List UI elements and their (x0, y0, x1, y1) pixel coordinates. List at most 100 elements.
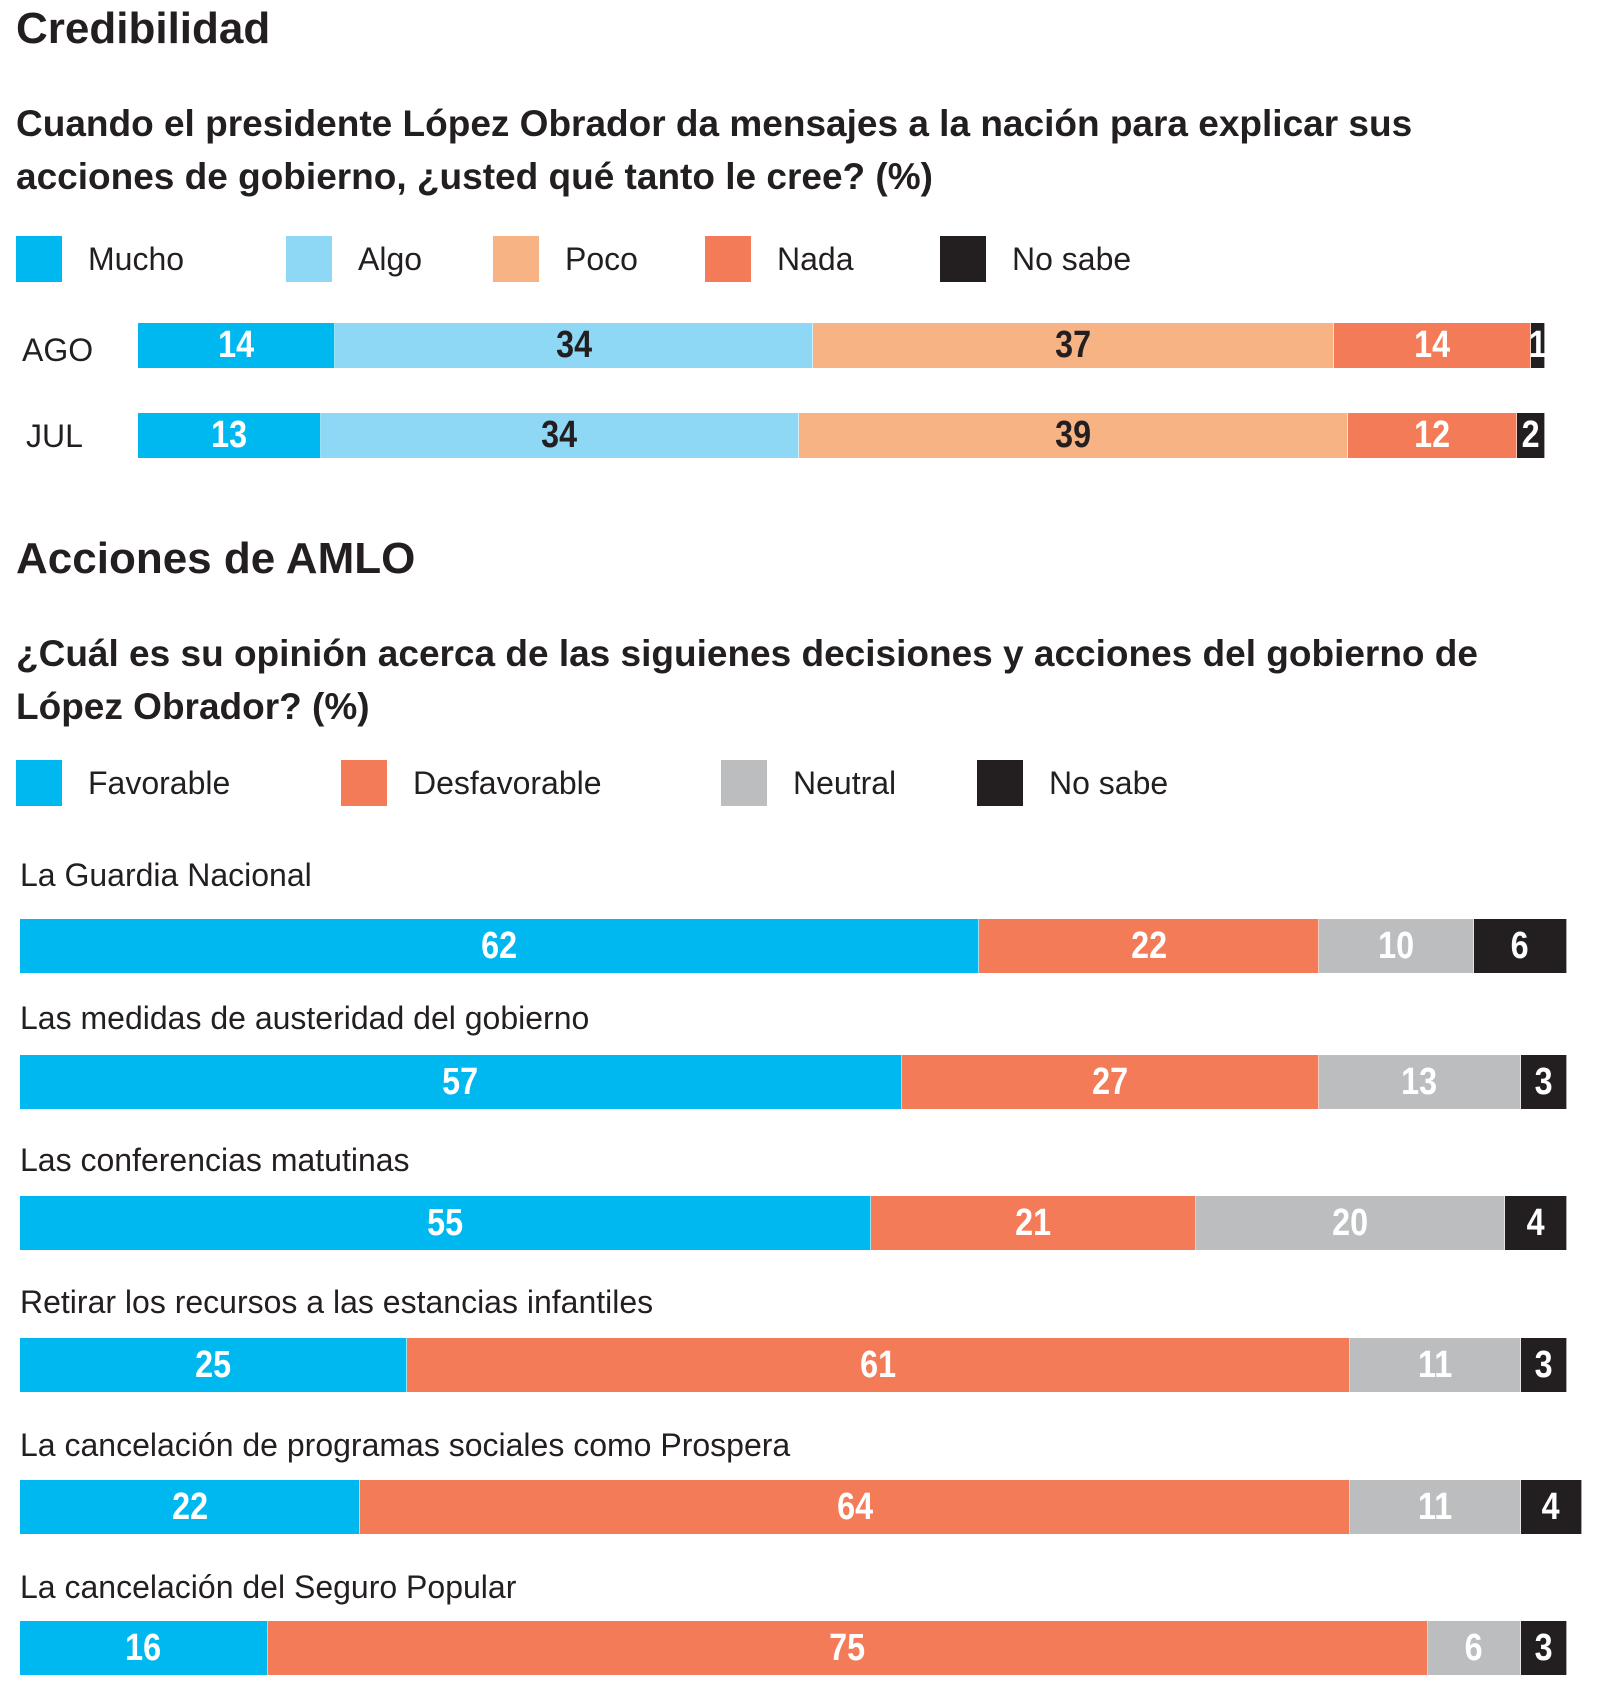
legend-swatch (16, 760, 62, 806)
data-label: 27 (1092, 1060, 1129, 1103)
section1-title: Credibilidad (16, 4, 271, 53)
data-label: 22 (1130, 924, 1167, 967)
category-label: AGO (22, 332, 94, 368)
data-label: 61 (860, 1343, 897, 1386)
bar-segment-no-sabe: 3 (1520, 1621, 1567, 1675)
stacked-bar: 16 75 6 3 (20, 1621, 1567, 1675)
data-label: 75 (829, 1626, 866, 1669)
data-label: 16 (125, 1626, 162, 1669)
legend-label: No sabe (1012, 240, 1132, 277)
data-label: 62 (481, 924, 518, 967)
section1-question: Cuando el presidente López Obrador da me… (16, 103, 1413, 197)
legend-label: Favorable (88, 764, 231, 801)
category-label: Las conferencias matutinas (20, 1142, 410, 1178)
data-label: 22 (171, 1485, 208, 1528)
bar-segment-desfavorable: 27 (901, 1055, 1320, 1109)
data-label: 12 (1413, 414, 1450, 456)
bar-segment-favorable: 16 (20, 1621, 268, 1675)
section2-question: ¿Cuál es su opinión acerca de las siguie… (16, 633, 1478, 727)
data-label: 10 (1378, 924, 1415, 967)
legend-swatch (977, 760, 1023, 806)
legend-item: No sabe (977, 760, 1168, 806)
data-label: 25 (194, 1343, 231, 1386)
data-label: 1 (1528, 324, 1547, 366)
legend-label: Nada (777, 240, 854, 277)
bar-segment-algo: 34 (320, 413, 800, 458)
legend-item: Neutral (721, 760, 896, 806)
bar-segment-favorable: 62 (20, 919, 980, 973)
data-label: 64 (836, 1485, 873, 1528)
bar-segment-no-sabe: 4 (1520, 1480, 1583, 1534)
data-label: 4 (1542, 1485, 1560, 1528)
legend-item: Nada (705, 236, 854, 282)
stacked-bar: 62 22 10 6 (20, 919, 1567, 973)
bar-segment-no-sabe: 4 (1505, 1196, 1567, 1250)
stacked-bar: 57 27 13 3 (20, 1055, 1567, 1109)
stacked-bar: 22 64 11 4 (20, 1480, 1583, 1534)
category-label: La cancelación de programas sociales com… (20, 1427, 791, 1463)
bar-segment-mucho: 13 (138, 413, 321, 458)
bar-segment-no-sabe: 3 (1520, 1338, 1567, 1392)
data-label: 55 (426, 1201, 463, 1244)
bar-segment-poco: 39 (799, 413, 1348, 458)
data-label: 34 (555, 324, 592, 366)
bar-segment-mucho: 14 (138, 323, 335, 368)
bar-segment-desfavorable: 21 (870, 1196, 1196, 1250)
data-label: 14 (1413, 324, 1450, 366)
stacked-bar: 25 61 11 3 (20, 1338, 1567, 1392)
data-label: 3 (1534, 1626, 1553, 1669)
data-label: 20 (1331, 1201, 1368, 1244)
data-label: 11 (1417, 1343, 1453, 1386)
legend-item: No sabe (940, 236, 1131, 282)
data-label: 3 (1534, 1343, 1553, 1386)
bar-segment-no-sabe: 6 (1474, 919, 1567, 973)
bar-segment-neutral: 11 (1350, 1338, 1521, 1392)
data-label: 2 (1521, 414, 1540, 456)
legend-swatch (721, 760, 767, 806)
data-label: 39 (1055, 414, 1092, 456)
category-label: La cancelación del Seguro Popular (20, 1569, 517, 1605)
category-label: Las medidas de austeridad del gobierno (20, 1000, 590, 1036)
category-label: La Guardia Nacional (20, 857, 312, 893)
bar-segment-neutral: 20 (1195, 1196, 1506, 1250)
legend-label: Algo (358, 240, 423, 277)
category-label: JUL (26, 418, 83, 454)
bar-segment-no-sabe: 2 (1516, 413, 1545, 458)
legend-swatch (705, 236, 751, 282)
data-label: 13 (210, 414, 247, 456)
bar-segment-no-sabe: 3 (1520, 1055, 1567, 1109)
stacked-bar: 14 34 37 14 1 (138, 323, 1547, 368)
legend-swatch (16, 236, 62, 282)
data-label: 57 (442, 1060, 479, 1103)
legend-label: Desfavorable (413, 764, 602, 801)
data-label: 4 (1526, 1201, 1545, 1244)
bar-segment-favorable: 22 (20, 1480, 361, 1534)
legend-item: Poco (493, 236, 638, 282)
bar-segment-desfavorable: 61 (406, 1338, 1351, 1392)
legend-item: Desfavorable (341, 760, 602, 806)
legend-item: Mucho (16, 236, 184, 282)
data-label: 3 (1534, 1060, 1553, 1103)
legend-swatch (341, 760, 387, 806)
bar-segment-desfavorable: 64 (360, 1480, 1351, 1534)
data-label: 11 (1417, 1485, 1453, 1528)
bar-segment-neutral: 13 (1319, 1055, 1521, 1109)
bar-segment-neutral: 11 (1350, 1480, 1521, 1534)
legend-swatch (493, 236, 539, 282)
bar-segment-desfavorable: 75 (267, 1621, 1428, 1675)
stacked-bar: 13 34 39 12 2 (138, 413, 1545, 458)
data-label: 6 (1511, 924, 1530, 967)
bar-segment-favorable: 55 (20, 1196, 871, 1250)
stacked-bar: 55 21 20 4 (20, 1196, 1567, 1250)
data-label: 21 (1014, 1201, 1051, 1244)
bar-segment-neutral: 6 (1427, 1621, 1521, 1675)
legend-item: Algo (286, 236, 422, 282)
bar-segment-nada: 12 (1348, 413, 1517, 458)
legend-swatch (286, 236, 332, 282)
bar-segment-nada: 14 (1333, 323, 1531, 368)
legend-label: No sabe (1049, 764, 1169, 801)
section2-title: Acciones de AMLO (16, 534, 416, 583)
bar-segment-desfavorable: 22 (979, 919, 1320, 973)
legend-label: Poco (565, 240, 638, 277)
bar-segment-algo: 34 (334, 323, 814, 368)
